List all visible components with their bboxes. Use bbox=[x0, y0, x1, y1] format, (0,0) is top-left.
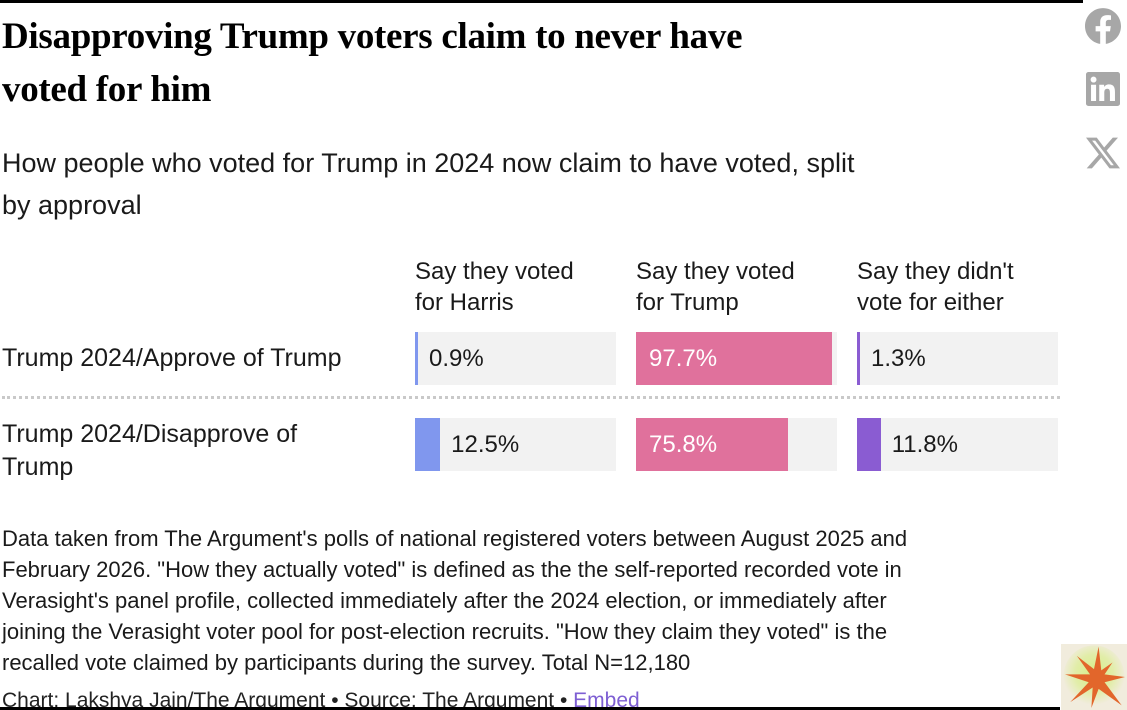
value-label: 11.8% bbox=[891, 430, 958, 458]
bar-track: 1.3% bbox=[857, 332, 1058, 385]
row-separator bbox=[2, 396, 1060, 399]
row-label-approve: Trump 2024/Approve of Trump bbox=[2, 344, 342, 372]
credit-separator: • bbox=[559, 689, 568, 710]
linkedin-icon bbox=[1086, 72, 1120, 109]
cell-approve-neither: 1.3% bbox=[857, 332, 1078, 385]
source-label: Source: The Argument bbox=[344, 689, 555, 710]
value-label: 75.8% bbox=[649, 431, 718, 458]
bar-neither bbox=[857, 418, 881, 471]
bar-track: 11.8% bbox=[857, 418, 1058, 471]
bar-harris bbox=[415, 332, 418, 385]
credit-separator: • bbox=[331, 689, 339, 710]
top-rule bbox=[0, 0, 1083, 3]
bar-track: 75.8% bbox=[636, 418, 837, 471]
cell-disapprove-trump: 75.8% bbox=[636, 418, 857, 484]
share-x-button[interactable] bbox=[1086, 136, 1120, 170]
cell-disapprove-harris: 12.5% bbox=[415, 418, 636, 484]
column-header-trump: Say they voted for Trump bbox=[636, 258, 795, 316]
label-column-spacer bbox=[2, 256, 415, 318]
chart-notes: Data taken from The Argument's polls of … bbox=[2, 526, 908, 675]
x-icon bbox=[1086, 137, 1120, 173]
value-label: 0.9% bbox=[429, 344, 484, 372]
chart-byline: Chart: Lakshya Jain/The Argument bbox=[2, 689, 326, 710]
embed-link[interactable]: Embed bbox=[573, 689, 640, 710]
cell-approve-trump: 97.7% bbox=[636, 332, 857, 385]
page-title: Disapproving Trump voters claim to never… bbox=[2, 16, 743, 110]
chart-subtitle: How people who voted for Trump in 2024 n… bbox=[2, 148, 855, 220]
table-row-approve: Trump 2024/Approve of Trump 0.9% 97.7% bbox=[2, 332, 1127, 385]
the-argument-starburst-logo bbox=[1061, 644, 1127, 710]
bar-neither bbox=[857, 332, 860, 385]
bar-track: 0.9% bbox=[415, 332, 616, 385]
column-header-harris: Say they voted for Harris bbox=[415, 258, 574, 316]
bar-harris bbox=[415, 418, 441, 471]
bar-trump: 97.7% bbox=[636, 332, 833, 385]
column-header-neither: Say they didn't vote for either bbox=[857, 258, 1014, 316]
credit-line: Chart: Lakshya Jain/The Argument • Sourc… bbox=[2, 689, 1127, 710]
value-label: 12.5% bbox=[451, 430, 520, 458]
cell-disapprove-neither: 11.8% bbox=[857, 418, 1078, 484]
value-label: 97.7% bbox=[649, 345, 718, 372]
table-row-disapprove: Trump 2024/Disapprove of Trump 12.5% 75.… bbox=[2, 418, 1127, 481]
row-label-disapprove: Trump 2024/Disapprove of Trump bbox=[2, 420, 298, 481]
share-rail bbox=[1084, 8, 1122, 170]
column-header-row: Say they voted for Harris Say they voted… bbox=[2, 256, 1127, 318]
facebook-icon bbox=[1085, 8, 1121, 47]
split-bar-chart: Say they voted for Harris Say they voted… bbox=[2, 256, 1127, 481]
bottom-rule bbox=[0, 707, 1060, 710]
value-label: 1.3% bbox=[871, 344, 926, 372]
share-linkedin-button[interactable] bbox=[1086, 72, 1120, 106]
share-facebook-button[interactable] bbox=[1085, 8, 1121, 44]
bar-track: 12.5% bbox=[415, 418, 616, 471]
bar-trump: 75.8% bbox=[636, 418, 789, 471]
cell-approve-harris: 0.9% bbox=[415, 332, 636, 385]
bar-track: 97.7% bbox=[636, 332, 837, 385]
